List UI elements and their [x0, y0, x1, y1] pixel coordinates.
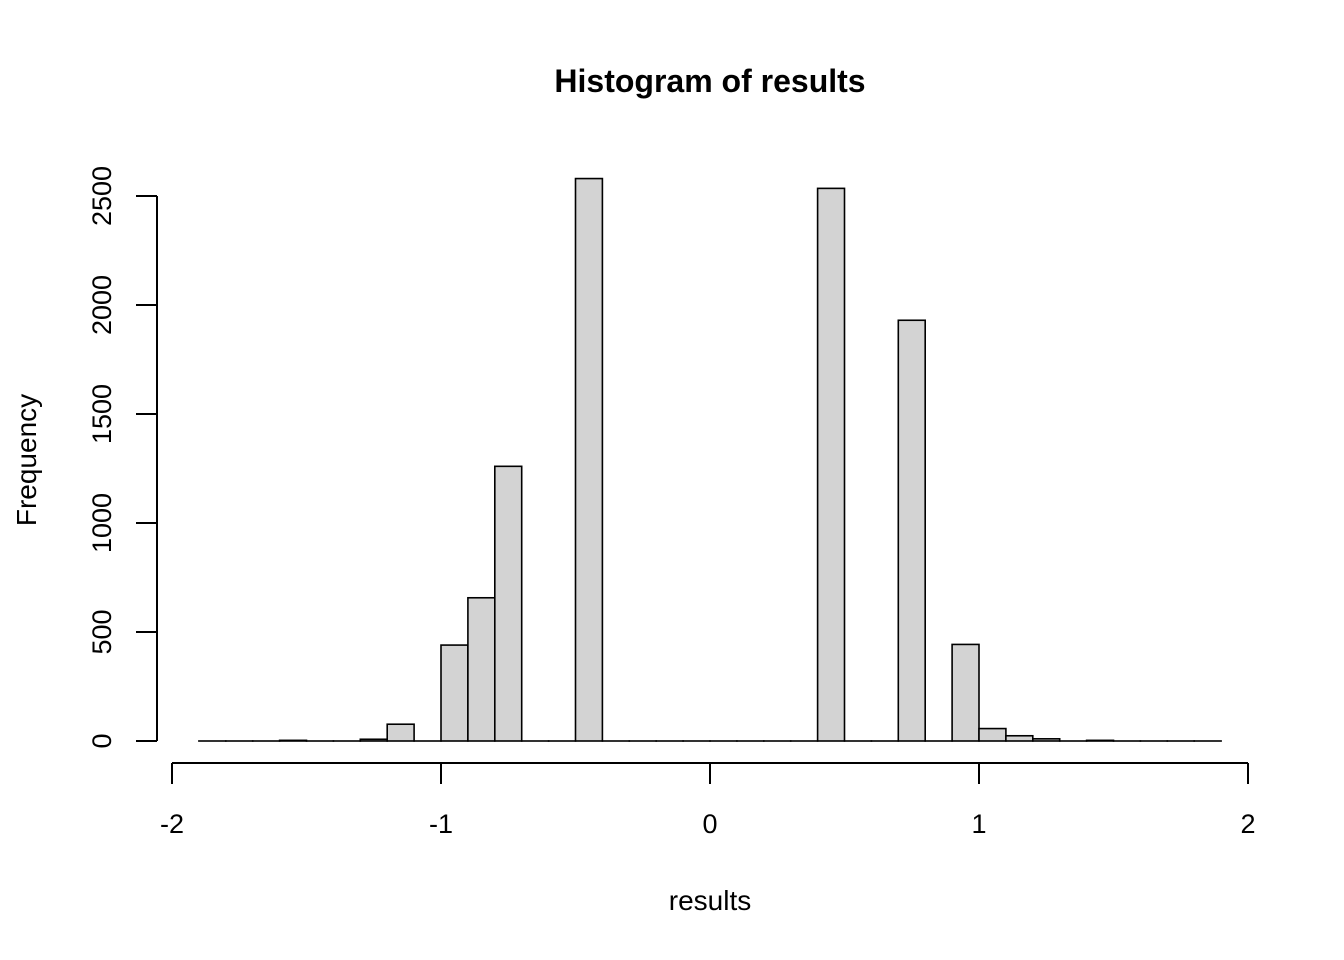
chart-title: Histogram of results	[554, 63, 865, 99]
histogram-bar	[816, 187, 846, 742]
histogram-bar	[440, 644, 469, 742]
x-tick-label: -2	[160, 809, 184, 839]
histogram-bar	[897, 319, 926, 742]
histogram-bars	[198, 177, 1222, 742]
histogram-bar	[386, 723, 415, 742]
histogram-bar	[493, 465, 523, 742]
y-tick-label: 2000	[87, 275, 117, 335]
y-axis: 0 500 1000 1500 2000 2500	[87, 166, 158, 749]
y-tick-label: 500	[87, 609, 117, 654]
histogram-bar	[359, 738, 388, 742]
y-axis-label: Frequency	[11, 394, 42, 526]
x-axis: -2 -1 0 1 2	[160, 762, 1256, 839]
histogram-bar	[467, 596, 496, 742]
y-tick-label: 1500	[87, 384, 117, 444]
histogram-bar	[278, 739, 308, 742]
histogram-bar	[1032, 738, 1061, 742]
y-tick-label: 1000	[87, 493, 117, 553]
histogram-bar	[978, 727, 1007, 742]
y-tick-label: 2500	[87, 166, 117, 226]
x-axis-label: results	[669, 885, 751, 916]
histogram-bar	[951, 643, 980, 742]
histogram-bar	[1085, 739, 1115, 742]
x-tick-label: 0	[702, 809, 717, 839]
x-tick-label: -1	[429, 809, 453, 839]
x-tick-label: 2	[1240, 809, 1255, 839]
y-tick-label: 0	[87, 733, 117, 748]
histogram-bar	[574, 177, 604, 742]
x-tick-label: 1	[971, 809, 986, 839]
histogram-bar	[1005, 734, 1034, 742]
